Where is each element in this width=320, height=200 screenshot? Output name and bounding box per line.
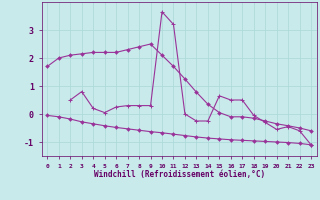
X-axis label: Windchill (Refroidissement éolien,°C): Windchill (Refroidissement éolien,°C): [94, 170, 265, 179]
